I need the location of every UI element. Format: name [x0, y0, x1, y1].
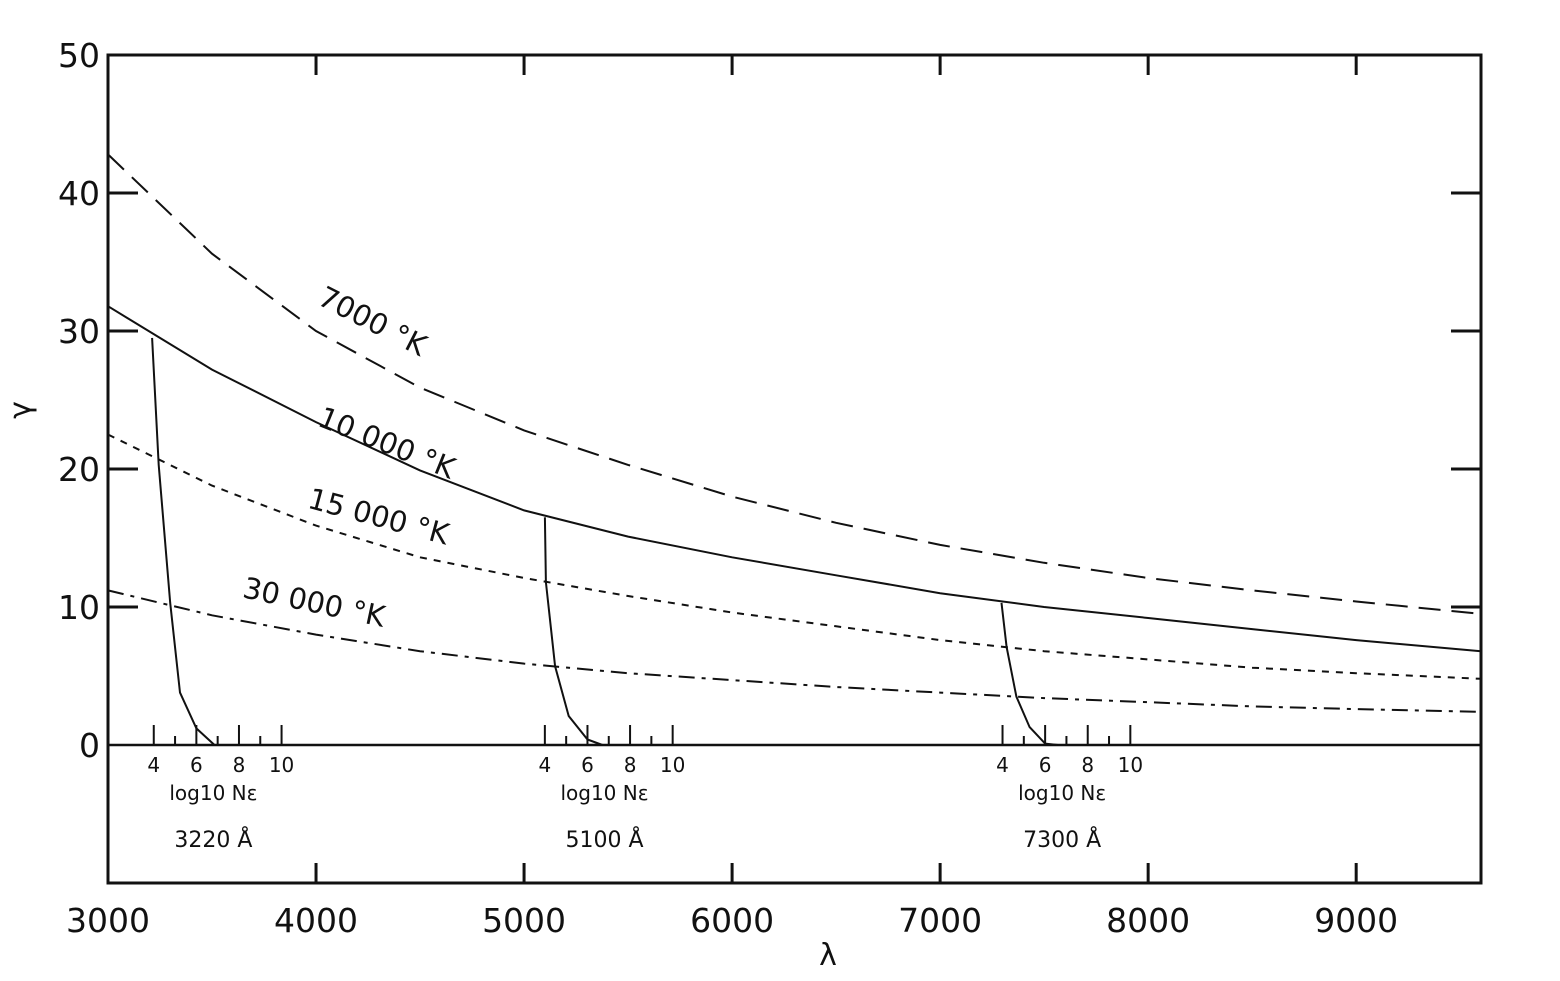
y-axis-title: γ	[3, 401, 38, 419]
curve-label: 15 000 °K	[305, 481, 454, 551]
log-ne-tick-label: 10	[660, 753, 685, 777]
x-tick-label: 7000	[898, 901, 982, 940]
log-ne-tick-label: 4	[147, 753, 160, 777]
log-ne-scale-label: log10 Nε	[169, 781, 257, 805]
curve-line	[107, 153, 1482, 615]
curve-label: 7000 °K	[313, 279, 433, 363]
x-tick-label: 8000	[1106, 901, 1190, 940]
x-tick-label: 4000	[274, 901, 358, 940]
density-curve	[1000, 602, 1059, 746]
log-ne-tick-label: 10	[269, 753, 294, 777]
inset-wavelength-label: 7300 Å	[1023, 826, 1101, 853]
x-axis-title: λ	[819, 938, 837, 973]
log-ne-tick-label: 4	[996, 753, 1009, 777]
log-ne-scale-label: log10 Nε	[560, 781, 648, 805]
plot-frame	[106, 53, 1483, 885]
log-ne-scale-label: log10 Nε	[1018, 781, 1106, 805]
log-ne-tick-label: 8	[624, 753, 637, 777]
x-tick-label: 9000	[1314, 901, 1398, 940]
y-tick-label: 50	[58, 36, 100, 75]
y-tick-label: 20	[58, 450, 100, 489]
density-inset: 4 6 8 10 log10 Nε 3220 Å	[147, 337, 294, 853]
density-insets: 4 6 8 10 log10 Nε 3220 Å 4 6 8 10 log10 Nε 5100 Å 4 6…	[147, 337, 1143, 853]
log-ne-tick-label: 6	[581, 753, 594, 777]
inset-wavelength-label: 5100 Å	[565, 826, 643, 853]
temperature-curves: 7000 °K 10 000 °K15 000 °K 30 000 °K	[107, 153, 1482, 713]
y-tick-label: 0	[79, 726, 100, 765]
curve-label: 30 000 °K	[240, 571, 389, 634]
curve-line	[107, 589, 1482, 713]
density-inset: 4 6 8 10 log10 Nε 7300 Å	[996, 602, 1143, 853]
y-tick-label: 30	[58, 312, 100, 351]
x-tick-label: 3000	[66, 901, 150, 940]
density-curve	[151, 337, 216, 746]
curve-line	[107, 305, 1482, 653]
log-ne-tick-label: 8	[233, 753, 246, 777]
curve-label: 10 000 °K	[314, 400, 461, 486]
axes: 3000 4000 5000 6000 7000 8000 9000 0 10 20 30 40 50	[58, 36, 1481, 940]
density-inset: 4 6 8 10 log10 Nε 5100 Å	[538, 517, 685, 853]
log-ne-tick-label: 10	[1118, 753, 1143, 777]
log-ne-tick-label: 4	[538, 753, 551, 777]
log-ne-tick-label: 6	[1039, 753, 1052, 777]
density-curve	[543, 517, 603, 746]
log-ne-tick-label: 8	[1081, 753, 1094, 777]
x-tick-label: 6000	[690, 901, 774, 940]
x-tick-label: 5000	[482, 901, 566, 940]
y-tick-label: 40	[58, 174, 100, 213]
inset-wavelength-label: 3220 Å	[174, 826, 252, 853]
curve-line	[107, 433, 1482, 680]
log-ne-tick-label: 6	[190, 753, 203, 777]
y-tick-label: 10	[58, 588, 100, 627]
